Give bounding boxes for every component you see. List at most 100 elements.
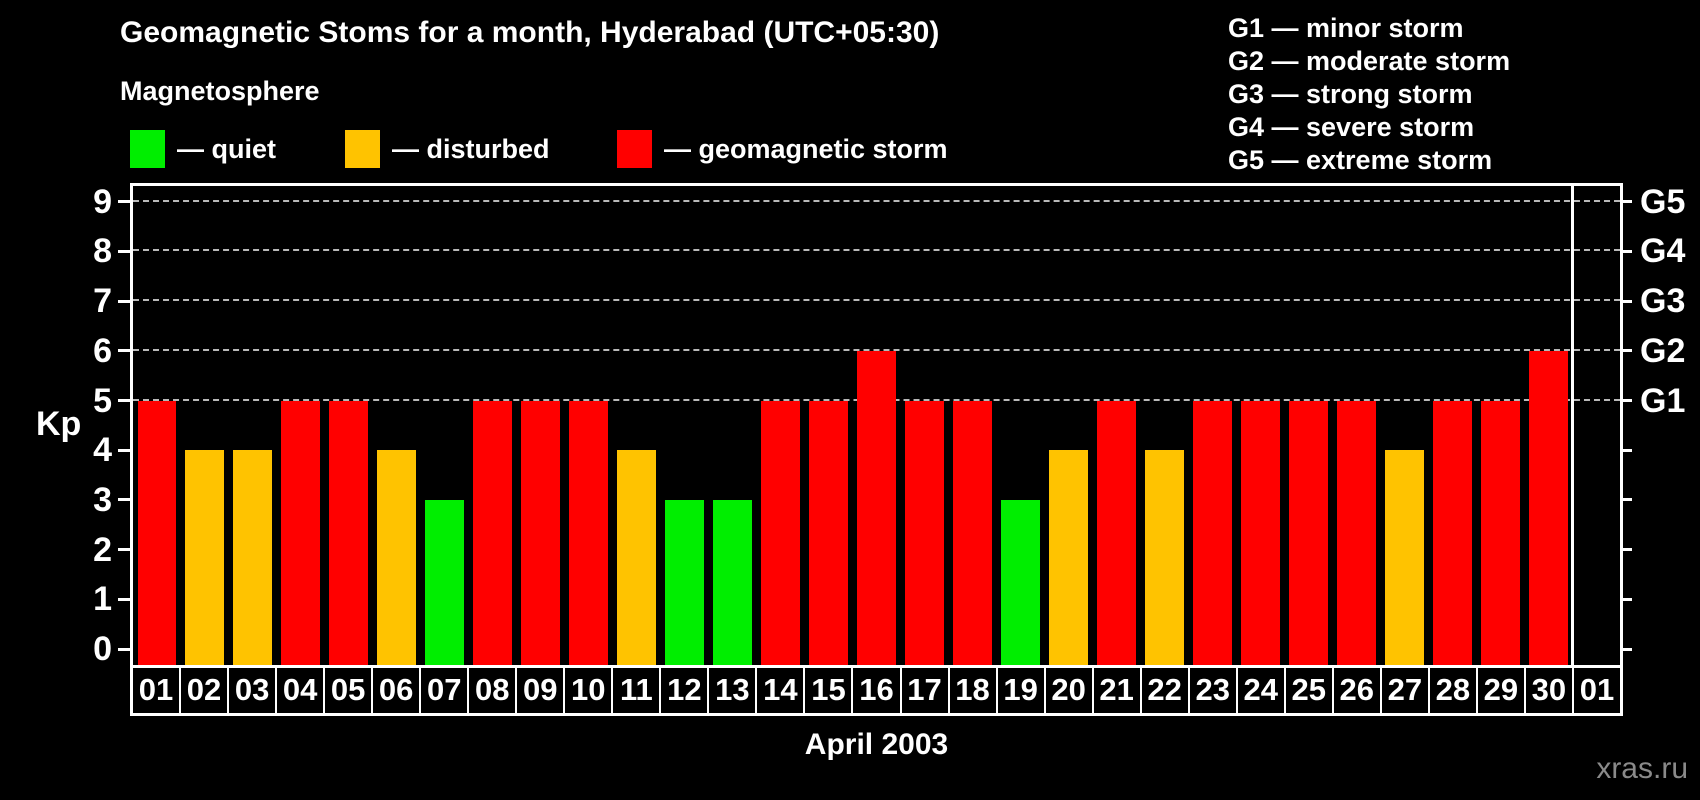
day-cell-18: 18: [947, 668, 996, 713]
bar-day-15: [809, 400, 848, 665]
legend-item-quiet: — quiet: [130, 130, 276, 168]
bar-day-07: [425, 499, 465, 665]
bar-day-10: [569, 400, 609, 665]
day-cell-16: 16: [851, 668, 899, 713]
g3-legend-line: G3 — strong storm: [1228, 79, 1473, 109]
day-cell-19: 19: [995, 668, 1044, 713]
legend-item-storm: — geomagnetic storm: [617, 130, 948, 168]
y-axis-label-0: 0: [93, 630, 112, 668]
bar-day-22: [1144, 450, 1184, 665]
left-axis-tick-kp4: [118, 448, 130, 452]
day-cell-06: 06: [371, 668, 419, 713]
legend-label-disturbed: — disturbed: [392, 133, 550, 164]
day-cell-25: 25: [1283, 668, 1332, 713]
bar-day-26: [1336, 400, 1376, 665]
left-axis-tick-kp5: [118, 399, 130, 402]
left-axis-tick-kp6: [118, 349, 130, 353]
day-cell-27: 27: [1379, 668, 1428, 713]
day-cell-09: 09: [515, 668, 563, 713]
bar-day-29: [1480, 400, 1520, 665]
bar-day-20: [1048, 450, 1088, 665]
y-axis-label-2: 2: [93, 530, 112, 569]
left-axis-tick-kp1: [118, 597, 130, 601]
day-cell-10: 10: [563, 668, 611, 713]
bar-day-16: [857, 350, 896, 665]
bar-day-24: [1240, 400, 1280, 665]
quiet-swatch-icon: [130, 130, 165, 168]
g4-legend-line: G4 — severe storm: [1228, 112, 1475, 142]
bar-day-06: [377, 450, 417, 665]
gridline-kp9: [133, 199, 1620, 202]
bar-day-14: [761, 400, 801, 665]
bar-day-09: [521, 400, 561, 665]
y-axis-label-3: 3: [93, 480, 112, 519]
x-axis-day-row: 01 02 03 04 05 06 07 08 09 10 11 12 13 14 15 16 17 18 19 20…: [130, 665, 1623, 716]
right-axis-label-g5: G5: [1640, 182, 1686, 221]
right-axis-tick-kp4: [1620, 448, 1632, 452]
day-cell-12: 12: [659, 668, 707, 713]
day-cell-03: 03: [227, 668, 275, 713]
day-cell-21: 21: [1091, 668, 1140, 713]
bar-day-18: [952, 400, 992, 665]
right-axis-tick-kp2: [1620, 548, 1632, 552]
y-axis-label-6: 6: [93, 331, 112, 370]
day-cell-04: 04: [275, 668, 323, 713]
day-cell-23: 23: [1187, 668, 1236, 713]
y-axis-label-8: 8: [93, 232, 112, 271]
bar-day-25: [1288, 400, 1328, 665]
gridline-kp6: [133, 348, 1620, 351]
bar-day-05: [329, 400, 369, 665]
day-cell-24: 24: [1235, 668, 1284, 713]
gridline-kp7: [133, 299, 1620, 302]
left-axis-tick-kp8: [118, 249, 130, 253]
right-axis-tick-kp6: [1620, 349, 1632, 353]
disturbed-swatch-icon: [345, 130, 380, 168]
bar-day-01: [137, 400, 177, 665]
bar-day-23: [1192, 400, 1232, 665]
bar-day-27: [1384, 450, 1424, 665]
right-axis-tick-kp5: [1620, 399, 1632, 402]
chart-title: Geomagnetic Stoms for a month, Hyderabad…: [120, 16, 940, 49]
left-axis-tick-kp9: [118, 200, 130, 204]
bar-day-04: [281, 400, 321, 665]
right-axis-tick-kp9: [1620, 200, 1632, 204]
legend-item-disturbed: — disturbed: [345, 130, 550, 168]
day-cell-20: 20: [1043, 668, 1092, 713]
next-month-separator: [1570, 186, 1574, 665]
day-cell-08: 08: [467, 668, 515, 713]
left-axis-tick-kp0: [118, 647, 130, 651]
bar-day-19: [1000, 499, 1040, 665]
right-axis-label-g4: G4: [1640, 232, 1686, 271]
magnetosphere-label: Magnetosphere: [120, 76, 320, 106]
y-axis-label-4: 4: [93, 431, 112, 470]
watermark: xras.ru: [1596, 752, 1688, 785]
day-cell-next-01: 01: [1571, 668, 1620, 713]
right-axis-label-g3: G3: [1640, 282, 1686, 321]
right-axis-tick-kp1: [1620, 597, 1632, 601]
bar-day-02: [185, 450, 225, 665]
bar-day-11: [617, 450, 657, 665]
gridline-kp8: [133, 249, 1620, 252]
day-cell-05: 05: [323, 668, 371, 713]
legend-label-storm: — geomagnetic storm: [664, 133, 948, 164]
day-cell-15: 15: [803, 668, 851, 713]
g1-legend-line: G1 — minor storm: [1228, 13, 1464, 43]
y-axis-label-5: 5: [93, 381, 112, 420]
day-cell-13: 13: [707, 668, 755, 713]
right-axis-tick-kp3: [1620, 498, 1632, 502]
day-cell-17: 17: [899, 668, 948, 713]
day-cell-14: 14: [755, 668, 803, 713]
x-axis-title: April 2003: [804, 728, 949, 761]
day-cell-07: 07: [419, 668, 467, 713]
g2-legend-line: G2 — moderate storm: [1228, 46, 1511, 76]
day-cell-30: 30: [1523, 668, 1572, 713]
bar-day-08: [473, 400, 513, 665]
y-axis-label-9: 9: [93, 182, 112, 221]
bar-day-17: [904, 400, 944, 665]
g5-legend-line: G5 — extreme storm: [1228, 145, 1493, 175]
day-cell-02: 02: [179, 668, 227, 713]
g-scale-legend: G1 — minor storm G2 — moderate storm G3 …: [1228, 12, 1510, 177]
left-axis-tick-kp3: [118, 498, 130, 502]
right-axis-tick-kp7: [1620, 299, 1632, 303]
